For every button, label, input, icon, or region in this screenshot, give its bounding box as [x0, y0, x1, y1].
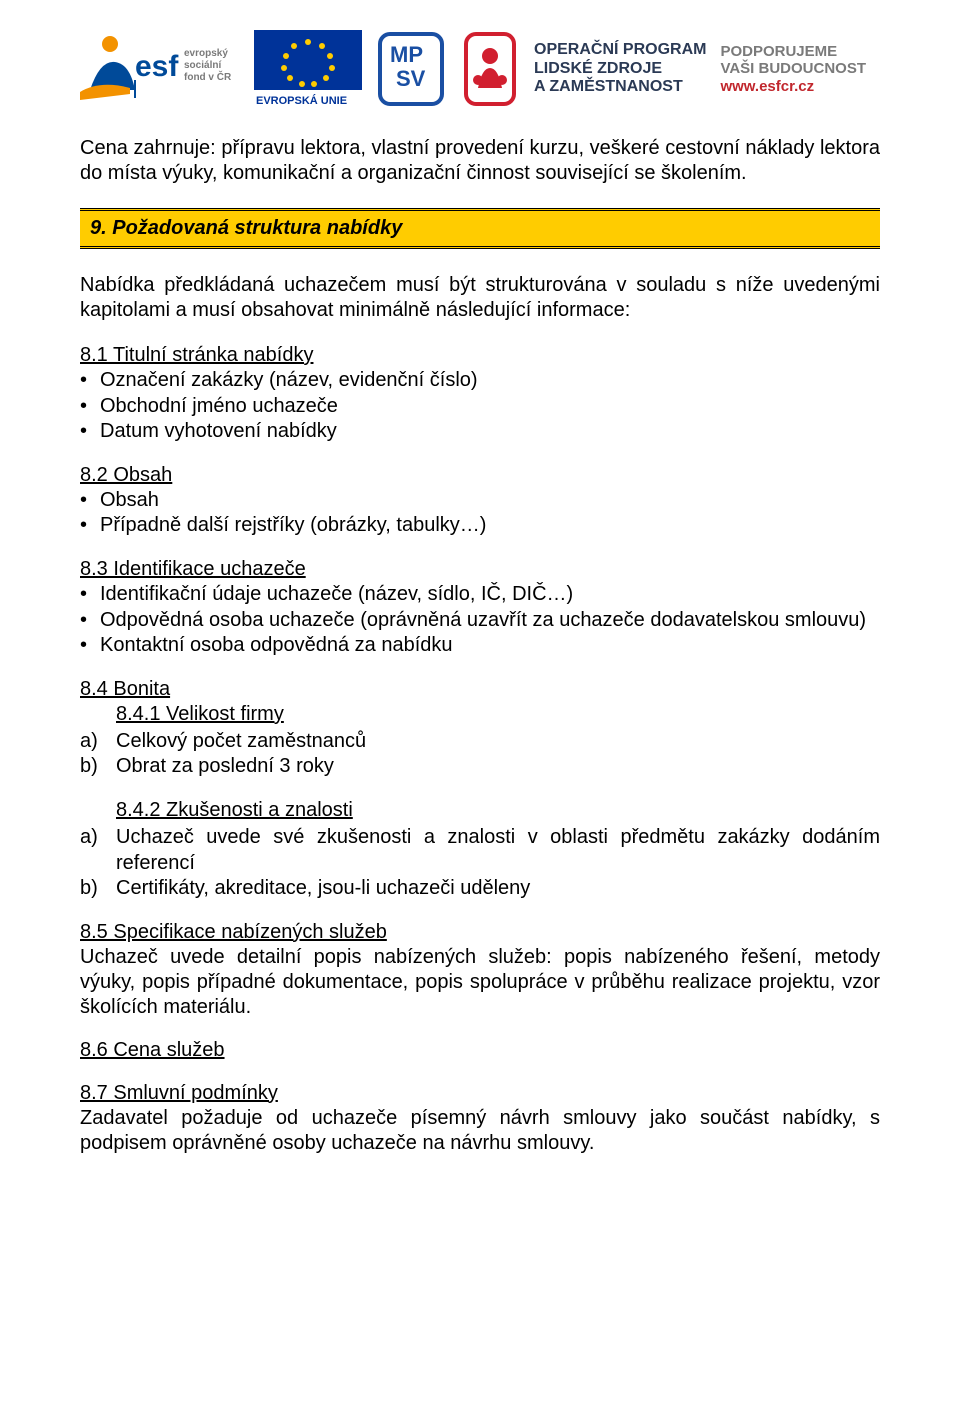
section-8-5: 8.5 Specifikace nabízených služeb Uchaze… — [80, 920, 880, 1020]
section-8-4: 8.4 Bonita 8.4.1 Velikost firmy a)Celkov… — [80, 677, 880, 902]
heading-8-5: 8.5 Specifikace nabízených služeb — [80, 920, 880, 945]
heading-8-3: 8.3 Identifikace uchazeče — [80, 557, 880, 582]
support-line2: VAŠI BUDOUCNOST — [720, 60, 866, 77]
list-item: Obrat za poslední 3 roky — [116, 754, 880, 780]
section-8-7: 8.7 Smluvní podmínky Zadavatel požaduje … — [80, 1081, 880, 1156]
heading-8-2: 8.2 Obsah — [80, 463, 880, 488]
svg-text:MP: MP — [390, 42, 423, 67]
svg-text:esf: esf — [135, 50, 179, 83]
support-url: www.esfcr.cz — [720, 78, 866, 95]
heading-8-7: 8.7 Smluvní podmínky — [80, 1081, 880, 1106]
list-item: Obchodní jméno uchazeče — [100, 394, 880, 420]
paragraph-8-7: Zadavatel požaduje od uchazeče písemný n… — [80, 1106, 880, 1156]
section-8-1: 8.1 Titulní stránka nabídky •Označení za… — [80, 343, 880, 445]
intro-paragraph: Cena zahrnuje: přípravu lektora, vlastní… — [80, 136, 880, 186]
oplzz-logo-icon — [460, 30, 520, 108]
list-item: Obsah — [100, 488, 880, 514]
op-program-text: OPERAČNÍ PROGRAM LIDSKÉ ZDROJE A ZAMĚSTN… — [534, 41, 706, 96]
heading-8-1: 8.1 Titulní stránka nabídky — [80, 343, 880, 368]
heading-8-4: 8.4 Bonita — [80, 677, 880, 702]
op-line1: OPERAČNÍ PROGRAM — [534, 41, 706, 59]
svg-text:SV: SV — [396, 66, 426, 91]
section-header-9: 9. Požadovaná struktura nabídky — [80, 208, 880, 249]
list-item: Datum vyhotovení nabídky — [100, 419, 880, 445]
list-8-4-1: a)Celkový počet zaměstnanců b)Obrat za p… — [80, 729, 880, 780]
section-8-2: 8.2 Obsah •Obsah •Případně další rejstří… — [80, 463, 880, 539]
heading-8-4-2: 8.4.2 Zkušenosti a znalosti — [80, 798, 880, 823]
section-8-6: 8.6 Cena služeb — [80, 1038, 880, 1063]
support-line1: PODPORUJEME — [720, 43, 866, 60]
svg-text:sociální: sociální — [184, 60, 222, 71]
op-line2: LIDSKÉ ZDROJE — [534, 60, 706, 78]
esf-logo-icon: esf evropský sociální fond v ČR — [80, 30, 240, 108]
list-8-1: •Označení zakázky (název, evidenční čísl… — [80, 368, 880, 445]
section-8-3: 8.3 Identifikace uchazeče •Identifikační… — [80, 557, 880, 659]
list-8-2: •Obsah •Případně další rejstříky (obrázk… — [80, 488, 880, 539]
list-item: Odpovědná osoba uchazeče (oprávněná uzav… — [100, 608, 880, 634]
mpsv-logo-icon: MP SV — [376, 30, 446, 108]
list-item: Označení zakázky (název, evidenční číslo… — [100, 368, 880, 394]
list-8-3: •Identifikační údaje uchazeče (název, sí… — [80, 582, 880, 659]
list-item: Certifikáty, akreditace, jsou-li uchazeč… — [116, 876, 880, 902]
document-page: esf evropský sociální fond v ČR EVROPSKÁ… — [0, 0, 960, 1224]
list-item: Uchazeč uvede své zkušenosti a znalosti … — [116, 825, 880, 876]
list-8-4-2: a)Uchazeč uvede své zkušenosti a znalost… — [80, 825, 880, 902]
eu-flag-icon: EVROPSKÁ UNIE — [254, 30, 362, 108]
svg-text:fond v ČR: fond v ČR — [184, 70, 232, 83]
list-item: Celkový počet zaměstnanců — [116, 729, 880, 755]
lead-paragraph: Nabídka předkládaná uchazečem musí být s… — [80, 273, 880, 323]
logo-row: esf evropský sociální fond v ČR EVROPSKÁ… — [80, 30, 880, 108]
svg-text:EVROPSKÁ UNIE: EVROPSKÁ UNIE — [256, 94, 347, 107]
list-item: Identifikační údaje uchazeče (název, síd… — [100, 582, 880, 608]
op-line3: A ZAMĚSTNANOST — [534, 78, 706, 96]
svg-text:evropský: evropský — [184, 48, 228, 59]
heading-8-4-1: 8.4.1 Velikost firmy — [80, 702, 880, 727]
support-text: PODPORUJEME VAŠI BUDOUCNOST www.esfcr.cz — [720, 43, 866, 95]
list-item: Kontaktní osoba odpovědná za nabídku — [100, 633, 880, 659]
list-item: Případně další rejstříky (obrázky, tabul… — [100, 513, 880, 539]
paragraph-8-5: Uchazeč uvede detailní popis nabízených … — [80, 945, 880, 1020]
heading-8-6: 8.6 Cena služeb — [80, 1038, 880, 1063]
